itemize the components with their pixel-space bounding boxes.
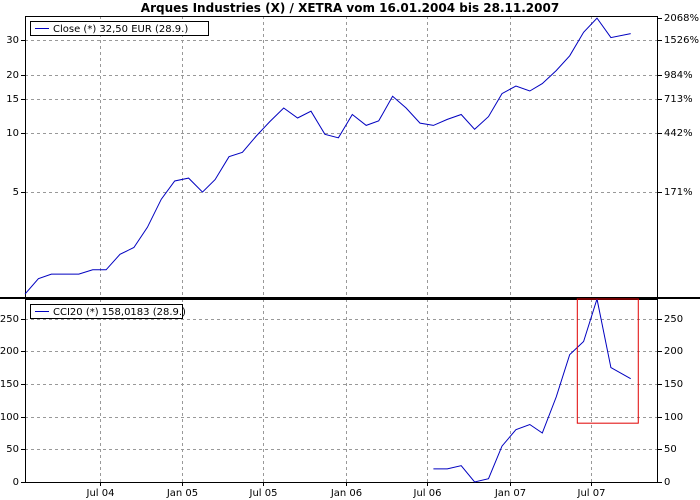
highlight-box	[576, 298, 639, 424]
y-tick-label-right: 200	[664, 346, 683, 357]
price-panel-frame	[25, 16, 658, 298]
close-legend-label: Close (*) 32,50 EUR (28.9.)	[53, 24, 188, 35]
x-tick-label: Jul 04	[86, 488, 115, 499]
y-tick-label: 20	[6, 70, 19, 81]
cci-legend-label: CCI20 (*) 158,0183 (28.9.)	[53, 307, 186, 318]
y-tick-label-right: 100	[664, 412, 683, 423]
y-tick-label-right: 171%	[664, 187, 693, 198]
y-tick-label-right: 2068%	[664, 13, 699, 24]
x-tick-label: Jan 06	[330, 488, 362, 499]
y-tick-label-right: 442%	[664, 128, 693, 139]
y-tick-label: 100	[0, 412, 19, 423]
y-tick-label-right: 984%	[664, 70, 693, 81]
x-tick-label: Jul 07	[577, 488, 606, 499]
close-legend-box	[30, 21, 209, 36]
y-tick-label-right: 250	[664, 314, 683, 325]
y-tick-label-right: 150	[664, 379, 683, 390]
x-tick-label: Jan 07	[494, 488, 526, 499]
y-tick-label-right: 1526%	[664, 35, 699, 46]
y-tick-label: 5	[13, 187, 19, 198]
y-tick-label: 50	[6, 444, 19, 455]
y-tick-label: 150	[0, 379, 19, 390]
chart-title: Arques Industries (X) / XETRA vom 16.01.…	[140, 1, 560, 15]
cci-line	[433, 298, 631, 483]
x-tick-label: Jan 05	[166, 488, 198, 499]
y-tick-label-right: 50	[664, 444, 677, 455]
y-tick-label: 10	[6, 128, 19, 139]
y-tick-label: 200	[0, 346, 19, 357]
y-tick-label-right: 713%	[664, 94, 693, 105]
y-tick-label: 15	[6, 94, 19, 105]
x-tick-label: Jul 05	[249, 488, 278, 499]
y-tick-label: 0	[13, 477, 19, 488]
x-tick-label: Jul 06	[413, 488, 442, 499]
close-price-line	[24, 17, 631, 295]
y-tick-label: 250	[0, 314, 19, 325]
y-tick-label: 30	[6, 35, 19, 46]
cci-panel-frame	[25, 299, 658, 483]
y-tick-label-right: 0	[664, 477, 670, 488]
cci-legend-box	[30, 304, 183, 319]
